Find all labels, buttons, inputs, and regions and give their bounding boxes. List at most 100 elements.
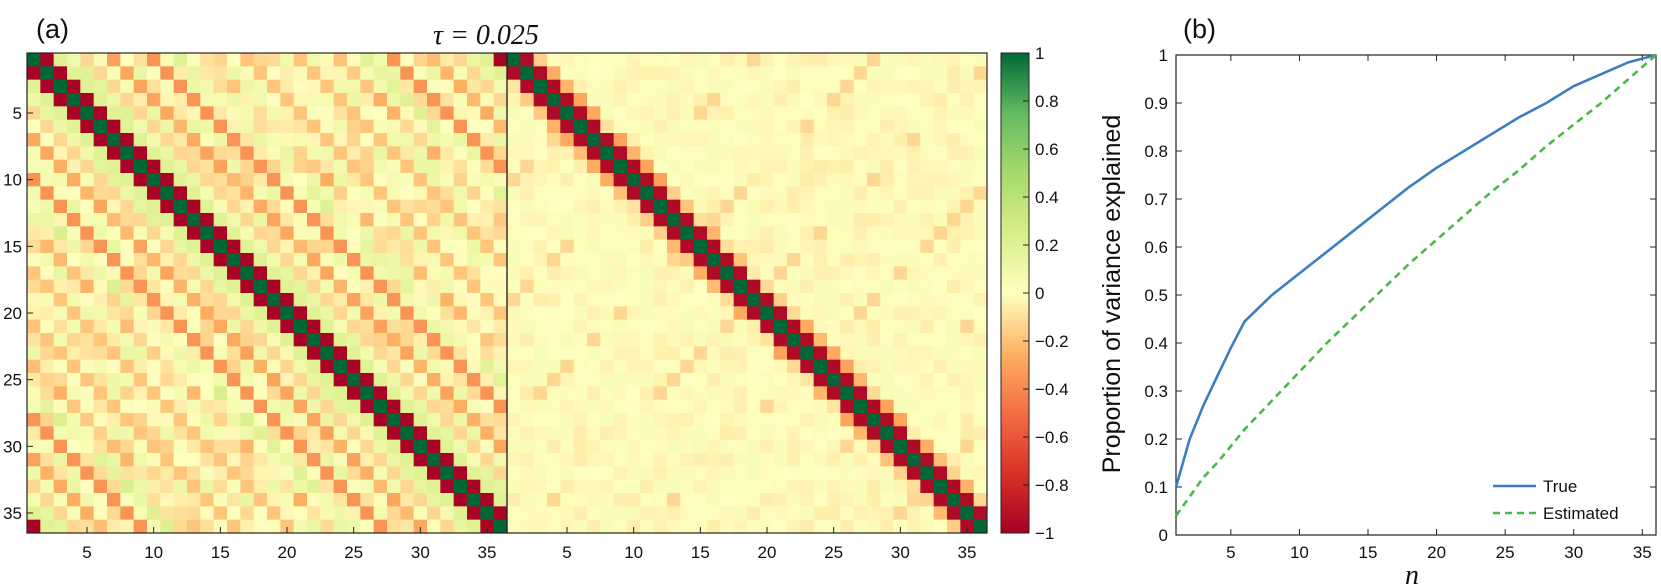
heatmap-left-cell <box>227 146 241 161</box>
heatmap-right-cell <box>920 493 935 507</box>
heatmap-left-cell <box>413 186 428 201</box>
heatmap-left-cell <box>493 279 508 294</box>
heatmap-left-cell <box>93 519 108 534</box>
heatmap-right-cell <box>640 519 655 534</box>
heatmap-right-cell <box>547 426 561 441</box>
heatmap-left-cell <box>400 266 415 281</box>
heatmap-left-cell <box>253 186 268 201</box>
heatmap-right-cell <box>760 226 775 241</box>
heatmap-left-cell <box>413 493 428 507</box>
heatmap-left-cell <box>293 79 308 94</box>
heatmap-left-cell <box>173 306 188 321</box>
colorbar-tick-label: 0.2 <box>1035 236 1059 255</box>
heatmap-right-cell <box>760 133 775 147</box>
heatmap-left-cell <box>333 253 348 267</box>
heatmap-right-cell <box>947 253 961 267</box>
heatmap-left-cell <box>427 106 441 121</box>
heatmap-right-cell <box>840 519 855 534</box>
heatmap-left-cell <box>360 253 375 267</box>
heatmap-left-cell <box>400 213 415 227</box>
heatmap-right-cell <box>773 493 788 507</box>
heatmap-right-cell <box>920 119 935 134</box>
heatmap-left-cell <box>120 413 135 427</box>
heatmap-right-cell <box>520 186 535 201</box>
heatmap-left-cell <box>373 199 388 214</box>
heatmap-right-cell <box>613 106 628 121</box>
heatmap-right-cell <box>613 453 628 467</box>
heatmap-right-cell <box>547 173 561 187</box>
heatmap-right-cell <box>920 479 935 494</box>
heatmap-left-cell <box>467 239 481 254</box>
heatmap-left-cell <box>440 199 455 214</box>
heatmap-left-cell <box>373 399 388 414</box>
heatmap-left-cell <box>173 359 188 374</box>
heatmap-left-cell <box>293 199 308 214</box>
heatmap-right-cell <box>547 293 561 307</box>
heatmap-right-cell <box>573 439 588 454</box>
heatmap-left-cell <box>80 359 95 374</box>
colorbar-tick-label: −1 <box>1035 524 1054 543</box>
heatmap-right-cell <box>853 306 868 321</box>
heatmap-right-cell <box>760 239 775 254</box>
panel-b-label: (b) <box>1183 14 1216 44</box>
heatmap-right-cell <box>960 493 975 507</box>
heatmap-left-cell <box>413 319 428 334</box>
heatmap-left-cell <box>147 493 161 507</box>
heatmap-right-cell <box>520 426 535 441</box>
heatmap-left-cell <box>453 373 468 387</box>
heatmap-right-cell <box>973 346 988 361</box>
heatmap-left-cell <box>227 93 241 107</box>
heatmap-left-cell <box>320 79 335 94</box>
heatmap-right-cell <box>720 439 735 454</box>
heatmap-right-cell <box>893 373 908 387</box>
heatmap-left-cell <box>227 319 241 334</box>
heatmap-right-cell <box>920 133 935 147</box>
heatmap-left-cell <box>493 93 508 107</box>
heatmap-right-cell <box>613 359 628 374</box>
heatmap-left-cell <box>53 213 68 227</box>
heatmap-left-cell <box>240 493 255 507</box>
heatmap-right-cell <box>907 359 921 374</box>
heatmap-right-cell <box>800 266 815 281</box>
heatmap-right-cell <box>973 159 988 174</box>
heatmap-left-cell <box>133 253 148 267</box>
heatmap-right-cell <box>680 453 695 467</box>
heatmap-left-cell <box>67 239 81 254</box>
heatmap-right-cell <box>560 133 575 147</box>
heatmap-left-cell <box>347 146 361 161</box>
heatmap-right-cell <box>733 53 748 67</box>
heatmap-left-cell <box>360 186 375 201</box>
heatmap-left-cell <box>307 346 321 361</box>
heatmap-right-cell <box>960 479 975 494</box>
heatmap-left-cell <box>347 213 361 227</box>
heatmap-right-cell <box>827 279 841 294</box>
heatmap-left-cell <box>53 159 68 174</box>
heatmap-left-cell <box>227 279 241 294</box>
heatmap-left-cell <box>120 493 135 507</box>
heatmap-right-cell <box>893 399 908 414</box>
heatmap-right-cell <box>867 439 881 454</box>
heatmap-right-cell <box>733 306 748 321</box>
heatmap-right-cell <box>693 119 708 134</box>
heatmap-left-cell <box>453 79 468 94</box>
heatmap-left-cell <box>107 373 121 387</box>
heatmap-right-cell <box>693 226 708 241</box>
heatmap-left-cell <box>133 53 148 67</box>
heatmap-right-cell <box>907 346 921 361</box>
heatmap-left-cell <box>360 426 375 441</box>
colorbar-tick-label: −0.2 <box>1035 332 1069 351</box>
heatmap-left-cell <box>67 306 81 321</box>
heatmap-right-cell <box>813 53 828 67</box>
heatmap-left-cell <box>173 226 188 241</box>
heatmap-right-cell <box>947 439 961 454</box>
heatmap-right-cell <box>813 479 828 494</box>
heatmap-right-cell <box>667 66 681 81</box>
heatmap-right-cell <box>733 79 748 94</box>
heatmap-left-cell <box>280 506 295 521</box>
heatmap-right-cell <box>920 186 935 201</box>
heatmap-left-cell <box>267 439 281 454</box>
heatmap-left-cell <box>80 53 95 67</box>
heatmap-right-cell <box>893 386 908 401</box>
heatmap-right-cell <box>960 426 975 441</box>
heatmap-right-cell <box>640 266 655 281</box>
